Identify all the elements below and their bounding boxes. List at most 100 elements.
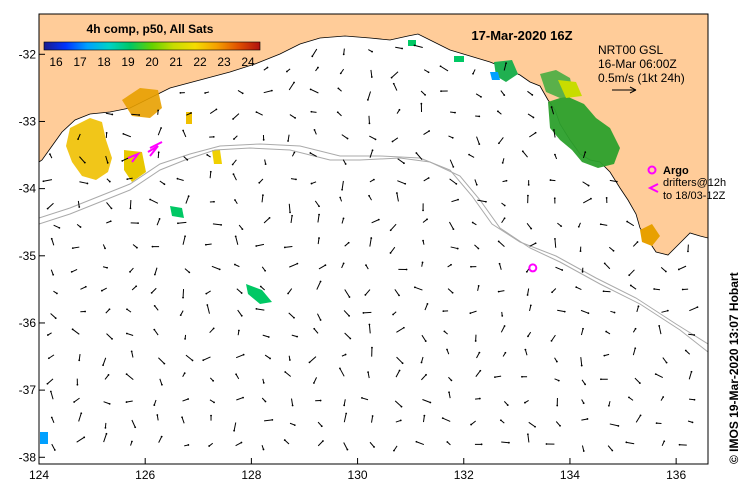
current-vector-head — [212, 135, 215, 138]
current-vector-head — [125, 332, 128, 335]
current-vector-head — [471, 221, 474, 224]
current-vector-head — [600, 378, 602, 381]
current-vector-head — [496, 110, 499, 113]
current-vector — [256, 111, 263, 116]
current-vector-head — [480, 443, 483, 446]
current-vector — [393, 83, 398, 91]
current-vector — [126, 400, 133, 403]
current-vector-head — [50, 237, 53, 240]
current-vector — [73, 397, 80, 403]
current-vector-head — [634, 327, 637, 330]
current-vector-head — [187, 195, 190, 198]
colorbar-tick-label: 17 — [73, 55, 87, 69]
current-vector — [423, 177, 429, 182]
scale-arrow-head — [629, 86, 637, 94]
current-vector-head — [441, 417, 444, 420]
current-vector-head — [348, 296, 351, 298]
lat-tick-label: -38 — [19, 450, 37, 464]
current-vector-head — [368, 323, 371, 326]
current-vector — [177, 221, 187, 224]
current-vector-head — [293, 81, 295, 84]
current-vector — [414, 286, 423, 291]
current-vector-head — [599, 223, 602, 226]
current-vector-head — [46, 382, 49, 385]
current-vector-head — [342, 217, 345, 220]
current-vector-head — [696, 306, 699, 309]
current-vector-head — [527, 194, 529, 197]
current-vector — [53, 224, 60, 229]
current-vector — [635, 415, 641, 423]
current-vector-head — [554, 237, 556, 240]
current-vector-head — [121, 159, 124, 162]
current-vector-head — [48, 153, 51, 156]
current-vector-head — [443, 330, 446, 333]
current-vector-head — [404, 182, 407, 185]
current-vector — [126, 333, 134, 336]
current-vector — [256, 308, 265, 311]
current-vector — [232, 113, 240, 120]
current-vector — [316, 281, 322, 290]
map-axes: 124 126 128 130 132 134 136 -32 -33 -34 -35 -36 -37 -… — [19, 47, 687, 482]
current-vector — [607, 445, 613, 451]
current-vector-head — [343, 404, 346, 407]
current-vector-head — [654, 373, 657, 375]
current-vector-head — [503, 204, 506, 207]
current-vector-head — [77, 138, 79, 141]
current-vector-head — [233, 138, 235, 140]
current-vector — [655, 373, 663, 379]
current-vector — [689, 306, 698, 312]
current-vector-head — [266, 66, 269, 69]
current-vector-head — [153, 328, 156, 331]
current-vector-head — [450, 263, 452, 266]
current-vector — [423, 130, 430, 136]
current-vector — [369, 441, 375, 448]
current-vector-head — [105, 132, 108, 134]
current-vector-head — [234, 235, 237, 238]
current-vector — [291, 334, 298, 338]
current-vector — [582, 152, 586, 159]
current-vector-head — [160, 435, 163, 438]
current-vector — [551, 334, 556, 342]
current-vector-head — [559, 424, 561, 427]
current-vector — [524, 349, 528, 356]
current-vector — [397, 180, 406, 185]
colorbar-tick-label: 21 — [169, 55, 183, 69]
current-vector-head — [125, 401, 128, 403]
current-vector — [529, 305, 532, 312]
current-vector-head — [664, 270, 667, 273]
current-vector — [364, 289, 371, 296]
current-vector-head — [666, 309, 669, 312]
current-vector-head — [270, 89, 273, 92]
current-vector-head — [389, 252, 392, 254]
current-vector — [609, 423, 619, 427]
current-vector-head — [76, 383, 79, 386]
current-vector-head — [529, 304, 532, 307]
current-vector — [632, 348, 636, 356]
current-vector-head — [506, 404, 509, 406]
current-vector-head — [105, 432, 108, 435]
current-vector — [396, 356, 403, 364]
current-vector-head — [428, 130, 431, 132]
sst-patch-nw-blue — [40, 432, 48, 444]
current-vector-head — [349, 337, 352, 340]
current-vector-head — [163, 183, 166, 186]
current-vector — [261, 195, 264, 203]
current-vector-head — [262, 138, 265, 141]
current-vector-head — [374, 138, 377, 141]
current-vector-head — [521, 375, 523, 378]
current-vector — [313, 377, 318, 384]
current-vector-head — [469, 312, 472, 315]
current-vector — [47, 378, 54, 385]
current-vector — [237, 89, 243, 94]
current-vector — [685, 350, 691, 355]
lat-tick-label: -37 — [19, 383, 37, 397]
current-vector-head — [339, 72, 342, 75]
current-vector-head — [137, 222, 139, 225]
current-vector-head — [125, 373, 128, 376]
imos-credit: © IMOS 19-Mar-2020 13:07 Hobart — [727, 272, 741, 464]
current-vector — [470, 310, 477, 314]
current-vector-head — [202, 359, 205, 362]
current-vector-head — [153, 273, 156, 276]
current-vector — [634, 377, 641, 384]
current-vector-head — [106, 161, 109, 164]
